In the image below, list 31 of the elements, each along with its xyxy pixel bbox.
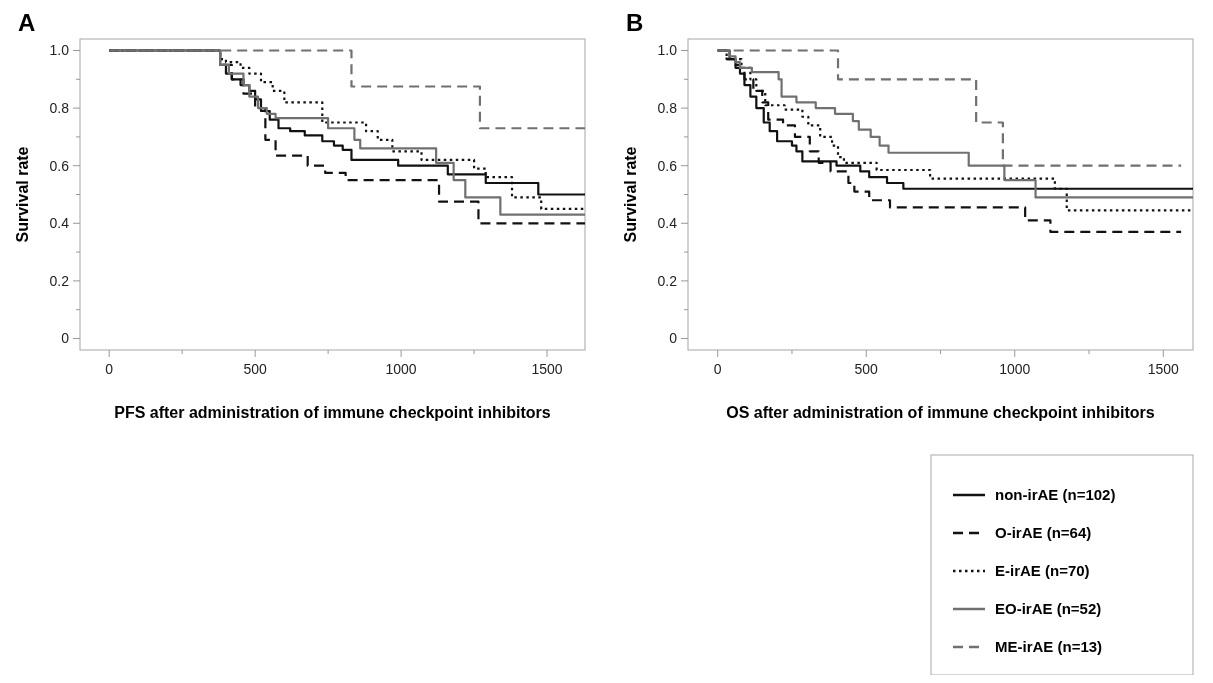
legend-label: O-irAE (n=64) — [995, 524, 1092, 541]
y-tick-label: 1.0 — [657, 42, 678, 59]
legend-label: EO-irAE (n=52) — [995, 600, 1102, 617]
y-tick-label: 0.8 — [657, 100, 678, 117]
y-axis-title: Survival rate — [14, 146, 31, 243]
y-tick-label: 0.8 — [49, 100, 70, 117]
y-tick-label: 0.4 — [49, 215, 70, 232]
y-tick-label: 0.4 — [657, 215, 678, 232]
legend-label: non-irAE (n=102) — [995, 486, 1116, 503]
legend-label: ME-irAE (n=13) — [995, 638, 1103, 655]
y-tick-label: 0.6 — [657, 157, 678, 174]
y-tick-label: 0 — [669, 330, 678, 347]
x-tick-label: 500 — [854, 361, 879, 377]
y-tick-label: 0.2 — [49, 272, 70, 289]
y-tick-label: 0 — [61, 330, 70, 347]
x-tick-label: 500 — [243, 361, 268, 377]
x-tick-label: 0 — [105, 361, 114, 377]
x-tick-label: 1500 — [531, 361, 563, 377]
chart-title: B — [626, 9, 644, 36]
legend-label: E-irAE (n=70) — [995, 562, 1090, 579]
x-axis-title: OS after administration of immune checkpoint inhibitors — [726, 404, 1155, 421]
y-tick-label: 1.0 — [49, 42, 70, 59]
y-axis-title: Survival rate — [622, 146, 639, 243]
x-tick-label: 0 — [713, 361, 722, 377]
x-tick-label: 1000 — [385, 361, 417, 377]
x-axis-title: PFS after administration of immune checkpoint inhibitors — [114, 404, 551, 421]
y-tick-label: 0.6 — [49, 157, 70, 174]
x-tick-label: 1000 — [999, 361, 1031, 377]
x-tick-label: 1500 — [1147, 361, 1180, 377]
chart-title: A — [18, 9, 36, 36]
y-tick-label: 0.2 — [657, 272, 678, 289]
